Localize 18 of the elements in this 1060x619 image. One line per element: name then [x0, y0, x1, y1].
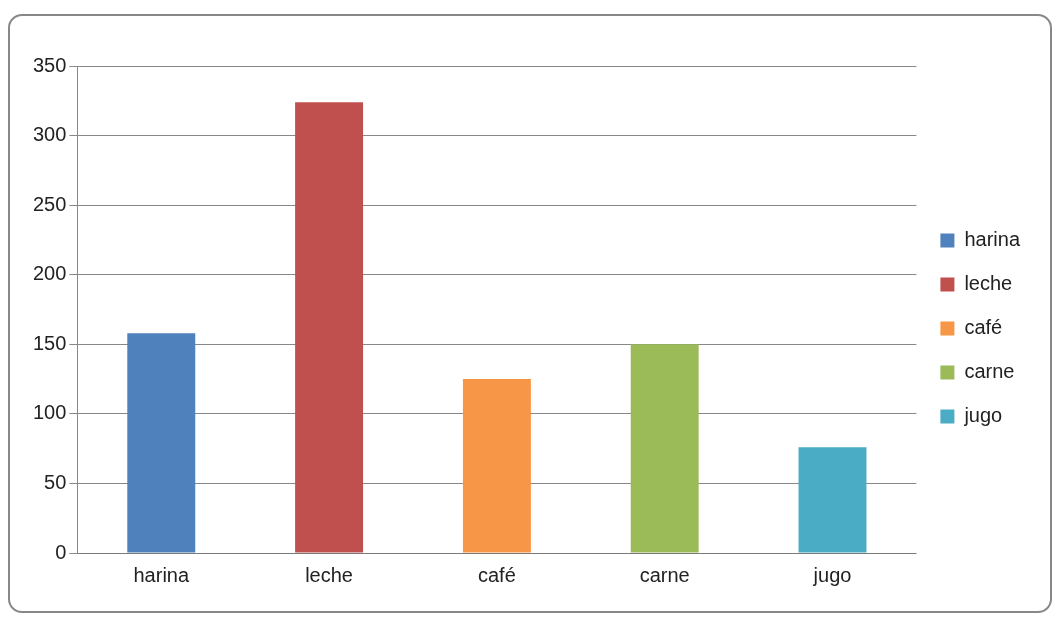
- x-tick-label: café: [477, 563, 516, 586]
- y-tick-label: 200: [32, 262, 67, 285]
- x-tick-label: leche: [305, 563, 353, 586]
- y-tick-label: 150: [32, 331, 67, 354]
- y-tick-label: 300: [32, 123, 67, 146]
- x-tick-label: harina: [133, 563, 190, 586]
- x-tick-label: carne: [639, 563, 690, 586]
- y-tick-label: 0: [55, 540, 67, 563]
- legend-label: leche: [964, 272, 1013, 295]
- y-tick-label: 250: [32, 192, 67, 215]
- y-tick-label: 350: [32, 53, 67, 76]
- y-tick-label: 100: [32, 401, 67, 424]
- x-tick-label: jugo: [812, 563, 852, 586]
- legend-label: harina: [964, 228, 1021, 251]
- y-tick-label: 50: [44, 470, 67, 493]
- legend-label: café: [964, 316, 1003, 339]
- legend-label: carne: [964, 360, 1015, 383]
- legend-label: jugo: [963, 404, 1003, 427]
